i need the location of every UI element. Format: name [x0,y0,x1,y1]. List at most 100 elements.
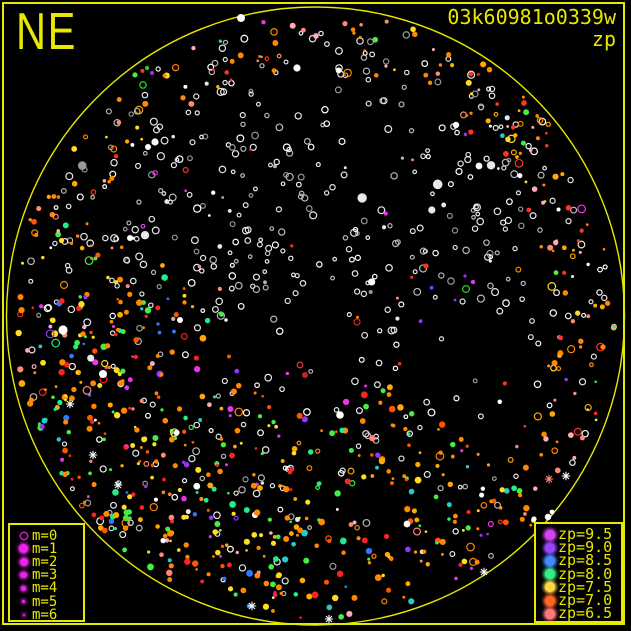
scatter-point [479,533,483,537]
scatter-point [61,441,68,447]
scatter-point [172,329,176,334]
scatter-point [372,36,379,43]
scatter-point [549,411,556,417]
scatter-point [471,225,479,232]
scatter-point [156,395,161,399]
scatter-point [588,299,594,305]
scatter-point [191,560,199,567]
scatter-point [173,311,179,318]
scatter-point [586,408,589,411]
scatter-point [331,594,339,602]
scatter-point [413,527,422,536]
scatter-point [500,219,507,226]
scatter-point [140,68,145,73]
scatter-point [423,72,429,78]
scatter-point [411,158,414,162]
scatter-point [105,135,108,139]
scatter-point [315,448,321,454]
asterisk-star-icon [247,601,257,611]
scatter-point [432,249,439,257]
scatter-point [92,348,98,354]
scatter-point [572,455,577,460]
scatter-point [362,67,371,75]
scatter-point [142,100,149,107]
scatter-point [64,362,70,368]
scatter-point [215,393,221,399]
scatter-point [374,574,382,582]
scatter-point [289,520,293,524]
scatter-point [393,341,400,348]
scatter-point [533,486,538,491]
scatter-point [181,514,187,520]
scatter-point [307,525,313,530]
scatter-point [381,598,388,605]
legend-label: m=2 [32,553,58,570]
scatter-point [398,301,405,308]
asterisk-star-icon [324,614,334,624]
scatter-point [417,424,423,431]
scatter-point [93,418,97,422]
scatter-point [525,142,532,150]
scatter-point [284,515,290,521]
scatter-point [575,310,581,316]
scatter-point [445,56,452,62]
scatter-point [315,485,321,490]
scatter-point [272,592,278,598]
scatter-point [43,304,52,313]
legend-marker-cell [15,613,32,616]
scatter-point [384,64,388,68]
scatter-point [447,517,451,521]
scatter-point [153,497,158,502]
scatter-point [201,394,205,398]
scatter-point [141,91,149,99]
scatter-point [344,585,348,589]
scatter-point [127,494,133,500]
scatter-point [480,501,488,509]
legend-label: m=6 [32,606,58,623]
legend-row: m=6 [15,606,83,623]
scatter-point [496,307,504,315]
scatter-point [151,226,160,235]
scatter-point [182,287,186,290]
scatter-point [335,507,339,511]
scatter-point [306,593,313,600]
scatter-point [588,362,594,368]
scatter-point [91,482,97,488]
scatter-point [248,91,254,97]
scatter-point [110,246,114,250]
scatter-point [193,93,200,100]
scatter-point [182,293,187,298]
scatter-point [419,559,423,563]
scatter-point [487,521,494,528]
scatter-point [88,471,92,476]
scatter-point [298,190,305,197]
scatter-point [152,170,158,176]
scatter-point [381,225,387,230]
scatter-point [271,68,277,74]
scatter-point [76,193,84,201]
scatter-point [74,339,80,346]
scatter-point [597,266,603,273]
scatter-point [242,476,249,483]
bright-star-blob [475,162,483,170]
scatter-point [498,124,504,130]
scatter-point [240,121,246,128]
scatter-point [299,279,307,287]
scatter-point [67,305,76,314]
scatter-point [248,193,254,198]
scatter-point [215,297,224,306]
scatter-point [75,234,80,238]
scatter-point [31,364,37,370]
scatter-point [414,476,422,484]
scatter-point [469,111,473,115]
scatter-point [256,570,261,575]
scatter-point [296,412,303,419]
scatter-point [169,539,172,543]
scatter-point [83,134,89,140]
scatter-point [505,276,511,282]
scatter-point [425,153,431,160]
scatter-point [600,344,606,350]
scatter-point [329,430,336,437]
scatter-point [71,180,78,187]
scatter-point [510,170,519,179]
